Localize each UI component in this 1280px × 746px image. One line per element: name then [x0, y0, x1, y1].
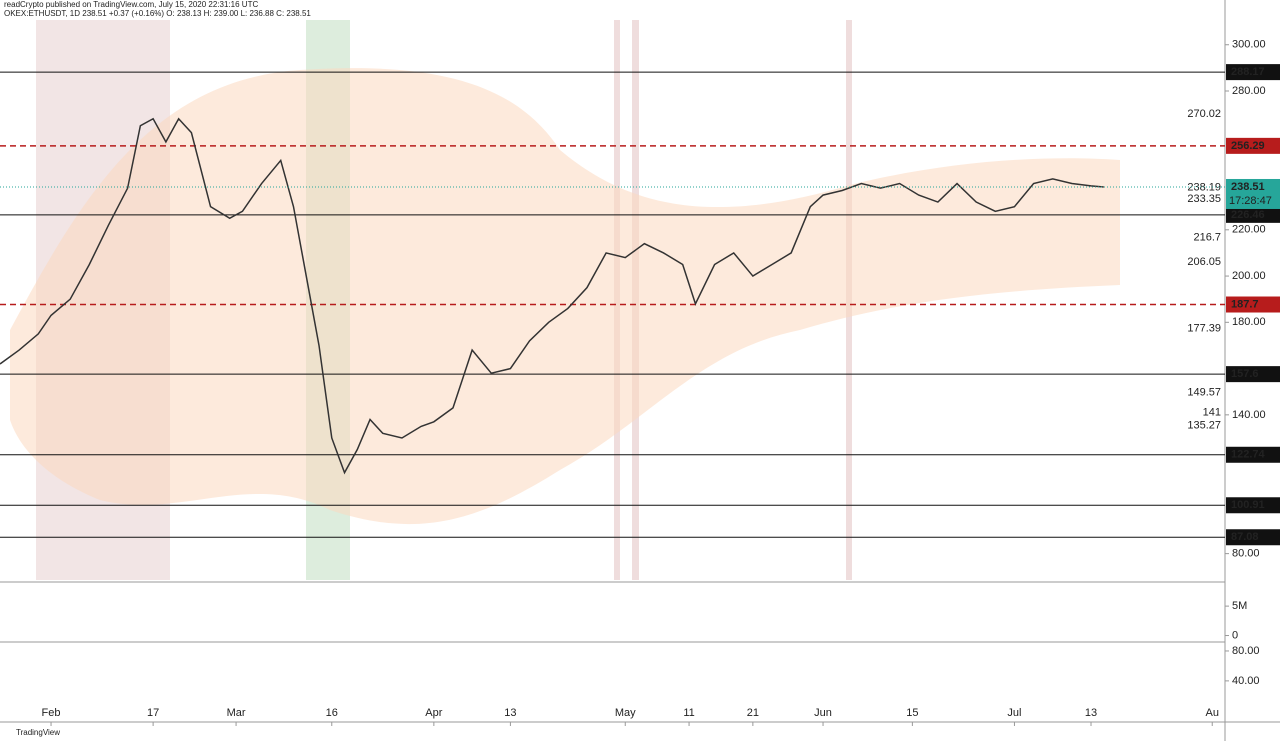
price-label: 216.7: [1193, 231, 1221, 243]
x-tick-label: Au: [1206, 707, 1219, 719]
price-label: 206.05: [1187, 256, 1221, 268]
x-tick-label: 15: [906, 707, 918, 719]
pane-tick-label: 40.00: [1232, 675, 1260, 687]
level-label: 122.74: [1231, 449, 1266, 461]
x-tick-label: Jun: [814, 707, 832, 719]
countdown: 17:28:47: [1229, 195, 1272, 207]
price-label: 141: [1203, 406, 1221, 418]
x-tick-label: 13: [1085, 707, 1097, 719]
level-label: 226.46: [1231, 209, 1265, 221]
last-price-label: 238.51: [1231, 181, 1265, 193]
level-box: [1226, 137, 1280, 154]
level-box: [1226, 64, 1280, 81]
price-label: 270.02: [1187, 108, 1221, 120]
y-tick-label: 220.00: [1232, 224, 1266, 236]
x-tick-label: 13: [504, 707, 516, 719]
x-tick-label: 11: [683, 707, 694, 719]
level-box: [1226, 446, 1280, 463]
x-tick-label: Apr: [425, 707, 442, 719]
y-tick-label: 180.00: [1232, 316, 1266, 328]
publisher: readCrypto published on TradingView.com,…: [4, 0, 258, 9]
x-tick-label: May: [615, 707, 636, 719]
price-label: 238.19: [1187, 182, 1221, 194]
pane-tick-label: 80.00: [1232, 645, 1260, 657]
level-label: 187.7: [1231, 298, 1259, 310]
y-tick-label: 80.00: [1232, 548, 1260, 560]
y-tick-label: 300.00: [1232, 39, 1266, 51]
level-label: 288.17: [1231, 66, 1265, 78]
brand[interactable]: TradingView: [16, 728, 60, 737]
x-tick-label: 21: [747, 707, 759, 719]
price-label: 149.57: [1187, 387, 1221, 399]
level-label: 87.08: [1231, 531, 1259, 543]
level-box: [1226, 296, 1280, 313]
symbol-line: OKEX:ETHUSDT, 1D 238.51 +0.37 (+0.16%) O…: [4, 9, 311, 18]
price-label: 135.27: [1187, 420, 1221, 432]
level-box: [1226, 497, 1280, 514]
price-label: 233.35: [1187, 193, 1221, 205]
price-line: [0, 117, 1104, 475]
pane-tick-label: 5M: [1232, 600, 1247, 612]
level-label: 100.91: [1231, 499, 1265, 511]
y-tick-label: 200.00: [1232, 270, 1266, 282]
x-tick-label: Jul: [1007, 707, 1021, 719]
level-label: 157.6: [1231, 368, 1259, 380]
level-label: 256.29: [1231, 140, 1265, 152]
price-label: 177.39: [1187, 322, 1221, 334]
x-tick-label: 17: [147, 707, 159, 719]
pane-tick-label: 0: [1232, 629, 1238, 641]
last-price-box: [1226, 178, 1280, 209]
cloud-band: [10, 68, 1120, 525]
y-tick-label: 140.00: [1232, 409, 1266, 421]
y-tick-label: 280.00: [1232, 85, 1266, 97]
level-box: [1226, 529, 1280, 546]
x-tick-label: Mar: [227, 707, 246, 719]
level-box: [1226, 366, 1280, 383]
level-box: [1226, 206, 1280, 223]
x-tick-label: Feb: [42, 707, 61, 719]
x-tick-label: 16: [326, 707, 338, 719]
